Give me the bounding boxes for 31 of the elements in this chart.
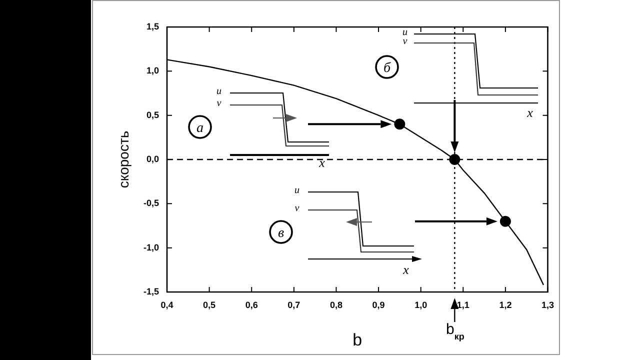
- x-tick-label: 0,7: [288, 300, 300, 310]
- annotation: u: [402, 27, 408, 38]
- x-tick-label: 1,0: [414, 300, 428, 310]
- annotation: в: [278, 226, 284, 241]
- annotation: v: [294, 203, 300, 214]
- x-tick-label: 1,1: [456, 300, 470, 310]
- x-tick-label: 0,4: [160, 300, 174, 310]
- y-tick-label: -1,0: [143, 242, 159, 252]
- y-tick-label: 1,0: [146, 66, 159, 76]
- y-tick-label: 0,0: [146, 154, 159, 164]
- y-axis-title: скорость: [115, 130, 132, 188]
- x-tick-label: 1,2: [499, 300, 512, 310]
- annotation: u: [294, 185, 300, 196]
- x-tick-label: 1,3: [541, 300, 554, 310]
- x-axis-title: b: [352, 330, 362, 350]
- x-tick-label: 0,9: [372, 300, 385, 310]
- annotation: x: [318, 155, 326, 170]
- annotation: б: [383, 61, 392, 76]
- y-tick-label: 0,5: [146, 110, 159, 120]
- y-tick-label: -0,5: [143, 198, 159, 208]
- annotation: v: [402, 36, 408, 47]
- annotation: x: [402, 262, 410, 277]
- annotation: а: [196, 121, 204, 136]
- x-tick-label: 0,8: [330, 300, 342, 310]
- annotation: x: [526, 105, 534, 120]
- y-tick-label: 1,5: [146, 21, 159, 32]
- annotation: u: [216, 86, 222, 97]
- y-tick-label: -1,5: [143, 286, 159, 296]
- x-tick-label: 0,5: [203, 300, 216, 310]
- x-tick-label: 0,6: [245, 300, 258, 310]
- annotation: v: [216, 98, 222, 109]
